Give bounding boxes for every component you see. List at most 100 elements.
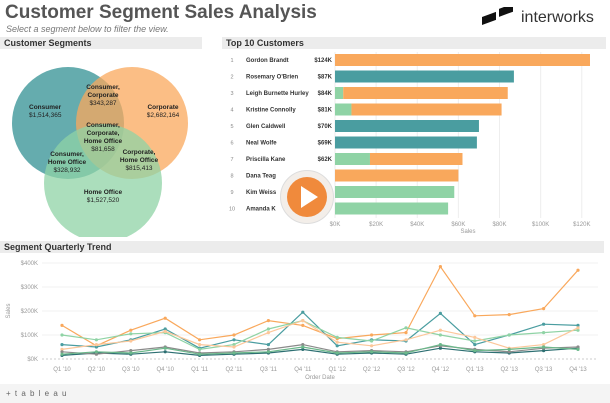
trend-point[interactable] [94, 352, 98, 356]
trend-series-line[interactable] [61, 311, 579, 349]
trend-point[interactable] [507, 333, 511, 337]
trend-point[interactable] [542, 343, 546, 347]
trend-point[interactable] [542, 331, 546, 335]
trend-point[interactable] [542, 307, 546, 311]
trend-point[interactable] [542, 345, 546, 349]
trend-point[interactable] [198, 352, 202, 356]
customer-bar[interactable] [351, 103, 502, 116]
trend-point[interactable] [301, 319, 305, 323]
trend-point[interactable] [94, 345, 98, 349]
trend-series-line[interactable] [61, 343, 579, 355]
customer-bar[interactable] [335, 120, 479, 132]
trend-point[interactable] [576, 328, 580, 332]
trend-point[interactable] [266, 347, 270, 351]
customer-name[interactable]: Priscilla Kane [246, 157, 286, 163]
trend-point[interactable] [163, 350, 167, 354]
trend-point[interactable] [404, 338, 408, 342]
customer-bar[interactable] [335, 70, 514, 83]
customer-name[interactable]: Glen Caldwell [246, 124, 286, 130]
customer-name[interactable]: Dana Teag [246, 174, 276, 180]
trend-point[interactable] [576, 326, 580, 330]
trend-point[interactable] [129, 339, 133, 343]
trend-point[interactable] [60, 352, 64, 356]
trend-point[interactable] [438, 333, 442, 337]
trend-point[interactable] [370, 350, 374, 354]
customer-bar[interactable] [335, 186, 455, 198]
trend-point[interactable] [370, 333, 374, 337]
trend-point[interactable] [438, 311, 442, 315]
customer-bar[interactable] [335, 54, 590, 66]
trend-point[interactable] [94, 350, 98, 354]
trend-point[interactable] [129, 349, 133, 353]
play-button[interactable] [280, 170, 334, 224]
trend-point[interactable] [163, 327, 167, 331]
trend-point[interactable] [335, 351, 339, 355]
customer-bar[interactable] [335, 169, 459, 182]
customer-bar[interactable] [335, 103, 352, 116]
trend-point[interactable] [438, 265, 442, 269]
trend-point[interactable] [60, 333, 64, 337]
trend-point[interactable] [370, 344, 374, 348]
trend-point[interactable] [232, 333, 236, 337]
trend-point[interactable] [232, 343, 236, 347]
trend-point[interactable] [301, 310, 305, 314]
trend-point[interactable] [507, 347, 511, 351]
trend-point[interactable] [266, 350, 270, 354]
trend-point[interactable] [232, 351, 236, 355]
customer-name[interactable]: Kristine Connolly [246, 108, 296, 114]
trend-point[interactable] [198, 347, 202, 351]
trend-point[interactable] [163, 316, 167, 320]
trend-point[interactable] [404, 326, 408, 330]
customer-name[interactable]: Neal Wolfe [246, 141, 277, 147]
customer-bar[interactable] [335, 202, 449, 215]
trend-point[interactable] [60, 343, 64, 347]
trend-point[interactable] [60, 347, 64, 351]
trend-point[interactable] [60, 323, 64, 327]
trend-point[interactable] [301, 323, 305, 327]
trend-point[interactable] [94, 343, 98, 347]
trend-point[interactable] [542, 322, 546, 326]
home-office-circle[interactable] [44, 124, 162, 237]
trend-point[interactable] [473, 343, 477, 347]
trend-point[interactable] [266, 327, 270, 331]
customer-name[interactable]: Amanda K [246, 207, 276, 213]
trend-point[interactable] [129, 332, 133, 336]
customer-name[interactable]: Leigh Burnette Hurley [246, 91, 309, 97]
trend-point[interactable] [335, 344, 339, 348]
trend-point[interactable] [576, 347, 580, 351]
trend-point[interactable] [163, 346, 167, 350]
trend-point[interactable] [335, 340, 339, 344]
trend-point[interactable] [438, 328, 442, 332]
trend-point[interactable] [507, 313, 511, 317]
trend-point[interactable] [473, 335, 477, 339]
trend-point[interactable] [507, 350, 511, 354]
customer-bar[interactable] [335, 136, 477, 149]
trend-point[interactable] [473, 314, 477, 318]
trend-series-line[interactable] [61, 319, 579, 350]
trend-point[interactable] [266, 331, 270, 335]
trend-point[interactable] [370, 339, 374, 343]
trend-point[interactable] [266, 319, 270, 323]
trend-point[interactable] [232, 345, 236, 349]
trend-point[interactable] [60, 350, 64, 354]
trend-point[interactable] [438, 346, 442, 350]
trend-point[interactable] [473, 349, 477, 353]
trend-point[interactable] [198, 343, 202, 347]
trend-series-line[interactable] [61, 319, 579, 351]
trend-point[interactable] [576, 268, 580, 272]
trend-point[interactable] [404, 331, 408, 335]
trend-point[interactable] [301, 345, 305, 349]
trend-point[interactable] [576, 323, 580, 327]
customer-bar[interactable] [335, 87, 344, 99]
trend-point[interactable] [301, 347, 305, 351]
customer-name[interactable]: Gordon Brandt [246, 58, 289, 64]
trend-point[interactable] [301, 343, 305, 347]
trend-point[interactable] [576, 345, 580, 349]
trend-point[interactable] [335, 335, 339, 339]
trend-point[interactable] [473, 339, 477, 343]
trend-point[interactable] [129, 328, 133, 332]
trend-series-line[interactable] [61, 347, 579, 357]
trend-point[interactable] [542, 349, 546, 353]
trend-point[interactable] [94, 338, 98, 342]
customer-name[interactable]: Kim Weiss [246, 190, 277, 196]
